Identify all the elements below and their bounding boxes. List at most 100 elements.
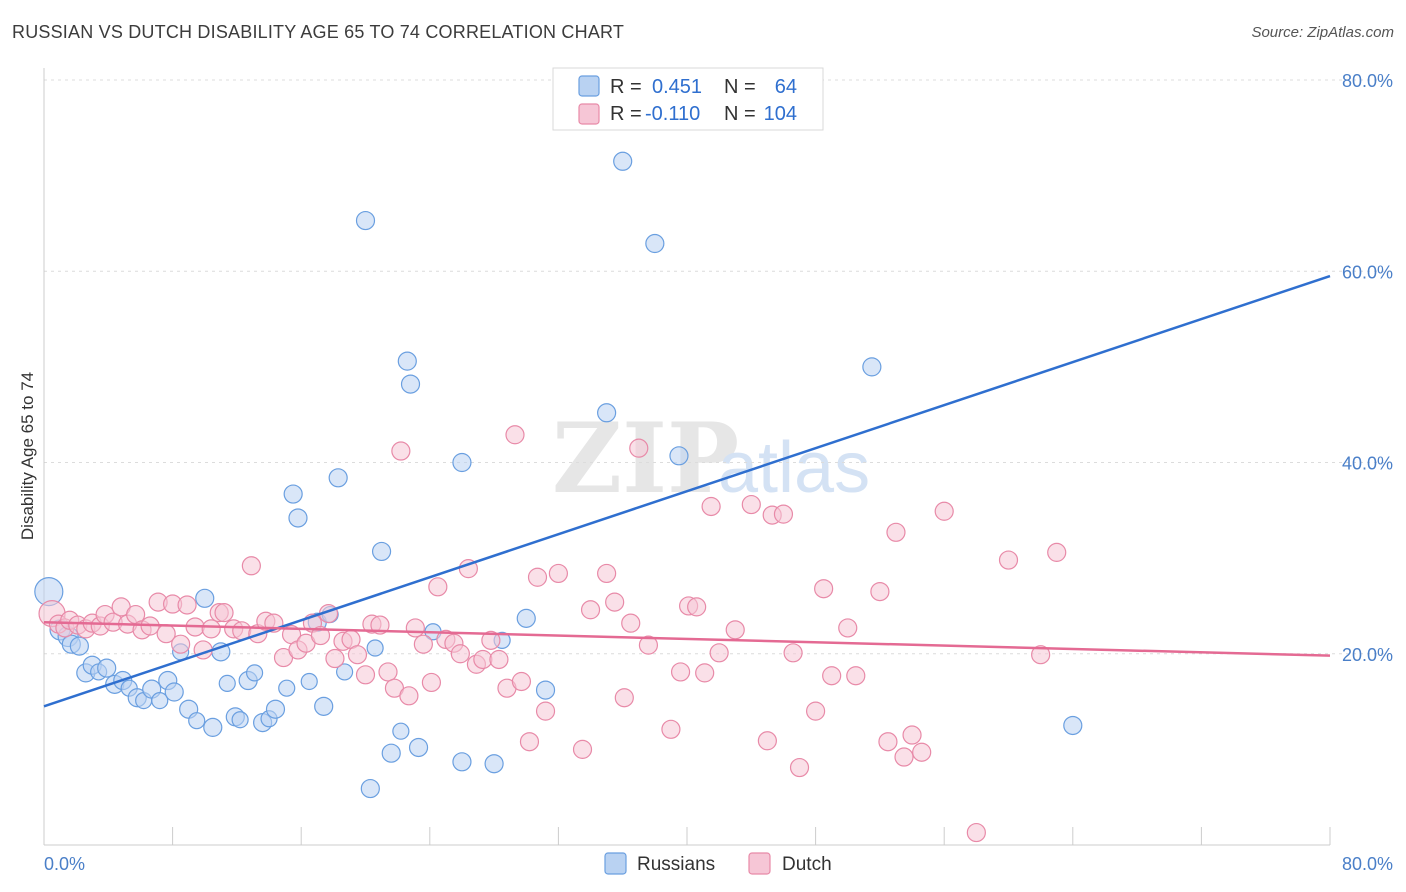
point-dutch-76 (661, 719, 681, 739)
point-dutch-97 (886, 522, 906, 542)
trend-lines (43, 274, 1331, 708)
point-russians-59 (645, 233, 665, 254)
point-dutch-27 (241, 556, 261, 576)
point-russians-33 (283, 484, 303, 504)
legend-r-label-dutch: R = (610, 103, 642, 125)
point-russians-43 (366, 639, 384, 657)
point-dutch-64 (519, 732, 540, 752)
point-dutch-42 (355, 665, 376, 685)
point-dutch-62 (505, 425, 525, 445)
point-russians-42 (360, 778, 380, 799)
point-russians-28 (245, 664, 264, 682)
point-dutch-92 (822, 666, 842, 686)
series-swatch-russians (604, 852, 627, 875)
point-dutch-68 (572, 739, 593, 759)
point-dutch-81 (701, 496, 721, 517)
series-legend: Russians Dutch (604, 852, 832, 875)
point-dutch-45 (378, 662, 398, 682)
point-russians-22 (203, 717, 223, 737)
point-dutch-102 (966, 822, 986, 843)
legend-r-value-dutch: -0.110 (645, 103, 700, 125)
point-dutch-105 (1047, 542, 1067, 562)
point-russians-40 (336, 663, 354, 681)
point-russians-51 (452, 452, 472, 473)
point-dutch-88 (783, 643, 803, 663)
point-dutch-73 (621, 613, 641, 633)
point-dutch-41 (347, 645, 368, 665)
point-dutch-59 (481, 630, 501, 650)
legend-r-value-russians: 0.451 (652, 76, 702, 98)
point-dutch-50 (413, 634, 433, 654)
legend-n-value-dutch: 104 (764, 103, 797, 125)
point-dutch-67 (548, 563, 569, 584)
point-dutch-72 (614, 688, 634, 708)
point-russians-17 (164, 682, 184, 702)
point-dutch-93 (838, 618, 858, 638)
point-dutch-91 (814, 579, 834, 599)
y-tick-label-0: 20.0% (1342, 645, 1393, 665)
legend-n-label-russians: N = (724, 76, 756, 98)
point-russians-49 (408, 737, 429, 758)
trend-line-russians (43, 274, 1331, 708)
point-russians-26 (231, 711, 249, 729)
point-dutch-18 (171, 634, 191, 654)
point-russians-24 (218, 674, 236, 692)
point-dutch-100 (912, 742, 932, 762)
series-swatch-dutch (748, 852, 771, 875)
point-dutch-75 (638, 635, 659, 655)
point-russians-45 (381, 743, 401, 763)
point-dutch-104 (1031, 645, 1051, 665)
point-russians-46 (392, 722, 410, 740)
y-tick-label-1: 40.0% (1342, 454, 1393, 474)
point-russians-52 (452, 752, 472, 772)
point-russians-21 (195, 588, 215, 608)
point-dutch-44 (370, 615, 390, 635)
point-dutch-85 (757, 731, 777, 751)
point-dutch-94 (846, 666, 866, 686)
point-dutch-77 (670, 662, 691, 682)
point-dutch-51 (421, 672, 442, 693)
chart-title: RUSSIAN VS DUTCH DISABILITY AGE 65 TO 74… (12, 22, 625, 42)
point-russians-56 (535, 680, 556, 700)
point-russians-34 (288, 508, 308, 528)
point-dutch-87 (773, 504, 794, 524)
point-russians-60 (669, 446, 689, 466)
point-russians-4 (69, 636, 89, 656)
point-russians-8 (97, 658, 117, 678)
series-label-russians: Russians (637, 854, 715, 875)
point-russians-47 (397, 351, 417, 371)
point-dutch-19 (177, 595, 197, 615)
point-dutch-103 (998, 550, 1019, 570)
point-russians-39 (328, 468, 348, 488)
point-dutch-36 (310, 625, 331, 646)
point-dutch-80 (695, 663, 715, 683)
point-russians-48 (400, 374, 421, 394)
point-dutch-69 (580, 600, 601, 620)
y-tick-label-2: 60.0% (1342, 262, 1393, 282)
trend-line-dutch (43, 620, 1331, 657)
point-russians-35 (300, 672, 318, 691)
point-dutch-74 (629, 438, 649, 458)
point-dutch-99 (902, 725, 922, 745)
y-axis-label: Disability Age 65 to 74 (18, 372, 37, 540)
point-dutch-48 (399, 686, 419, 706)
watermark-zip: ZIP (552, 402, 739, 515)
point-russians-31 (265, 699, 286, 719)
x-tick-label-max: 80.0% (1342, 854, 1393, 874)
point-russians-63 (1063, 715, 1083, 736)
point-dutch-96 (878, 732, 898, 752)
point-dutch-60 (489, 649, 509, 670)
x-tick-labels: 0.0% 80.0% (44, 854, 1393, 874)
point-russians-44 (371, 541, 392, 562)
point-russians-62 (862, 357, 882, 377)
series-label-dutch: Dutch (782, 854, 832, 875)
axes (43, 68, 1331, 846)
source-credit: Source: ZipAtlas.com (1251, 24, 1394, 41)
series-russians-points (34, 70, 1083, 799)
point-russians-20 (188, 712, 206, 730)
point-dutch-71 (605, 592, 625, 612)
point-dutch-47 (391, 441, 411, 461)
point-dutch-49 (405, 618, 425, 638)
stats-legend: R = 0.451 N = 64 R = -0.110 N = 104 (552, 67, 824, 131)
